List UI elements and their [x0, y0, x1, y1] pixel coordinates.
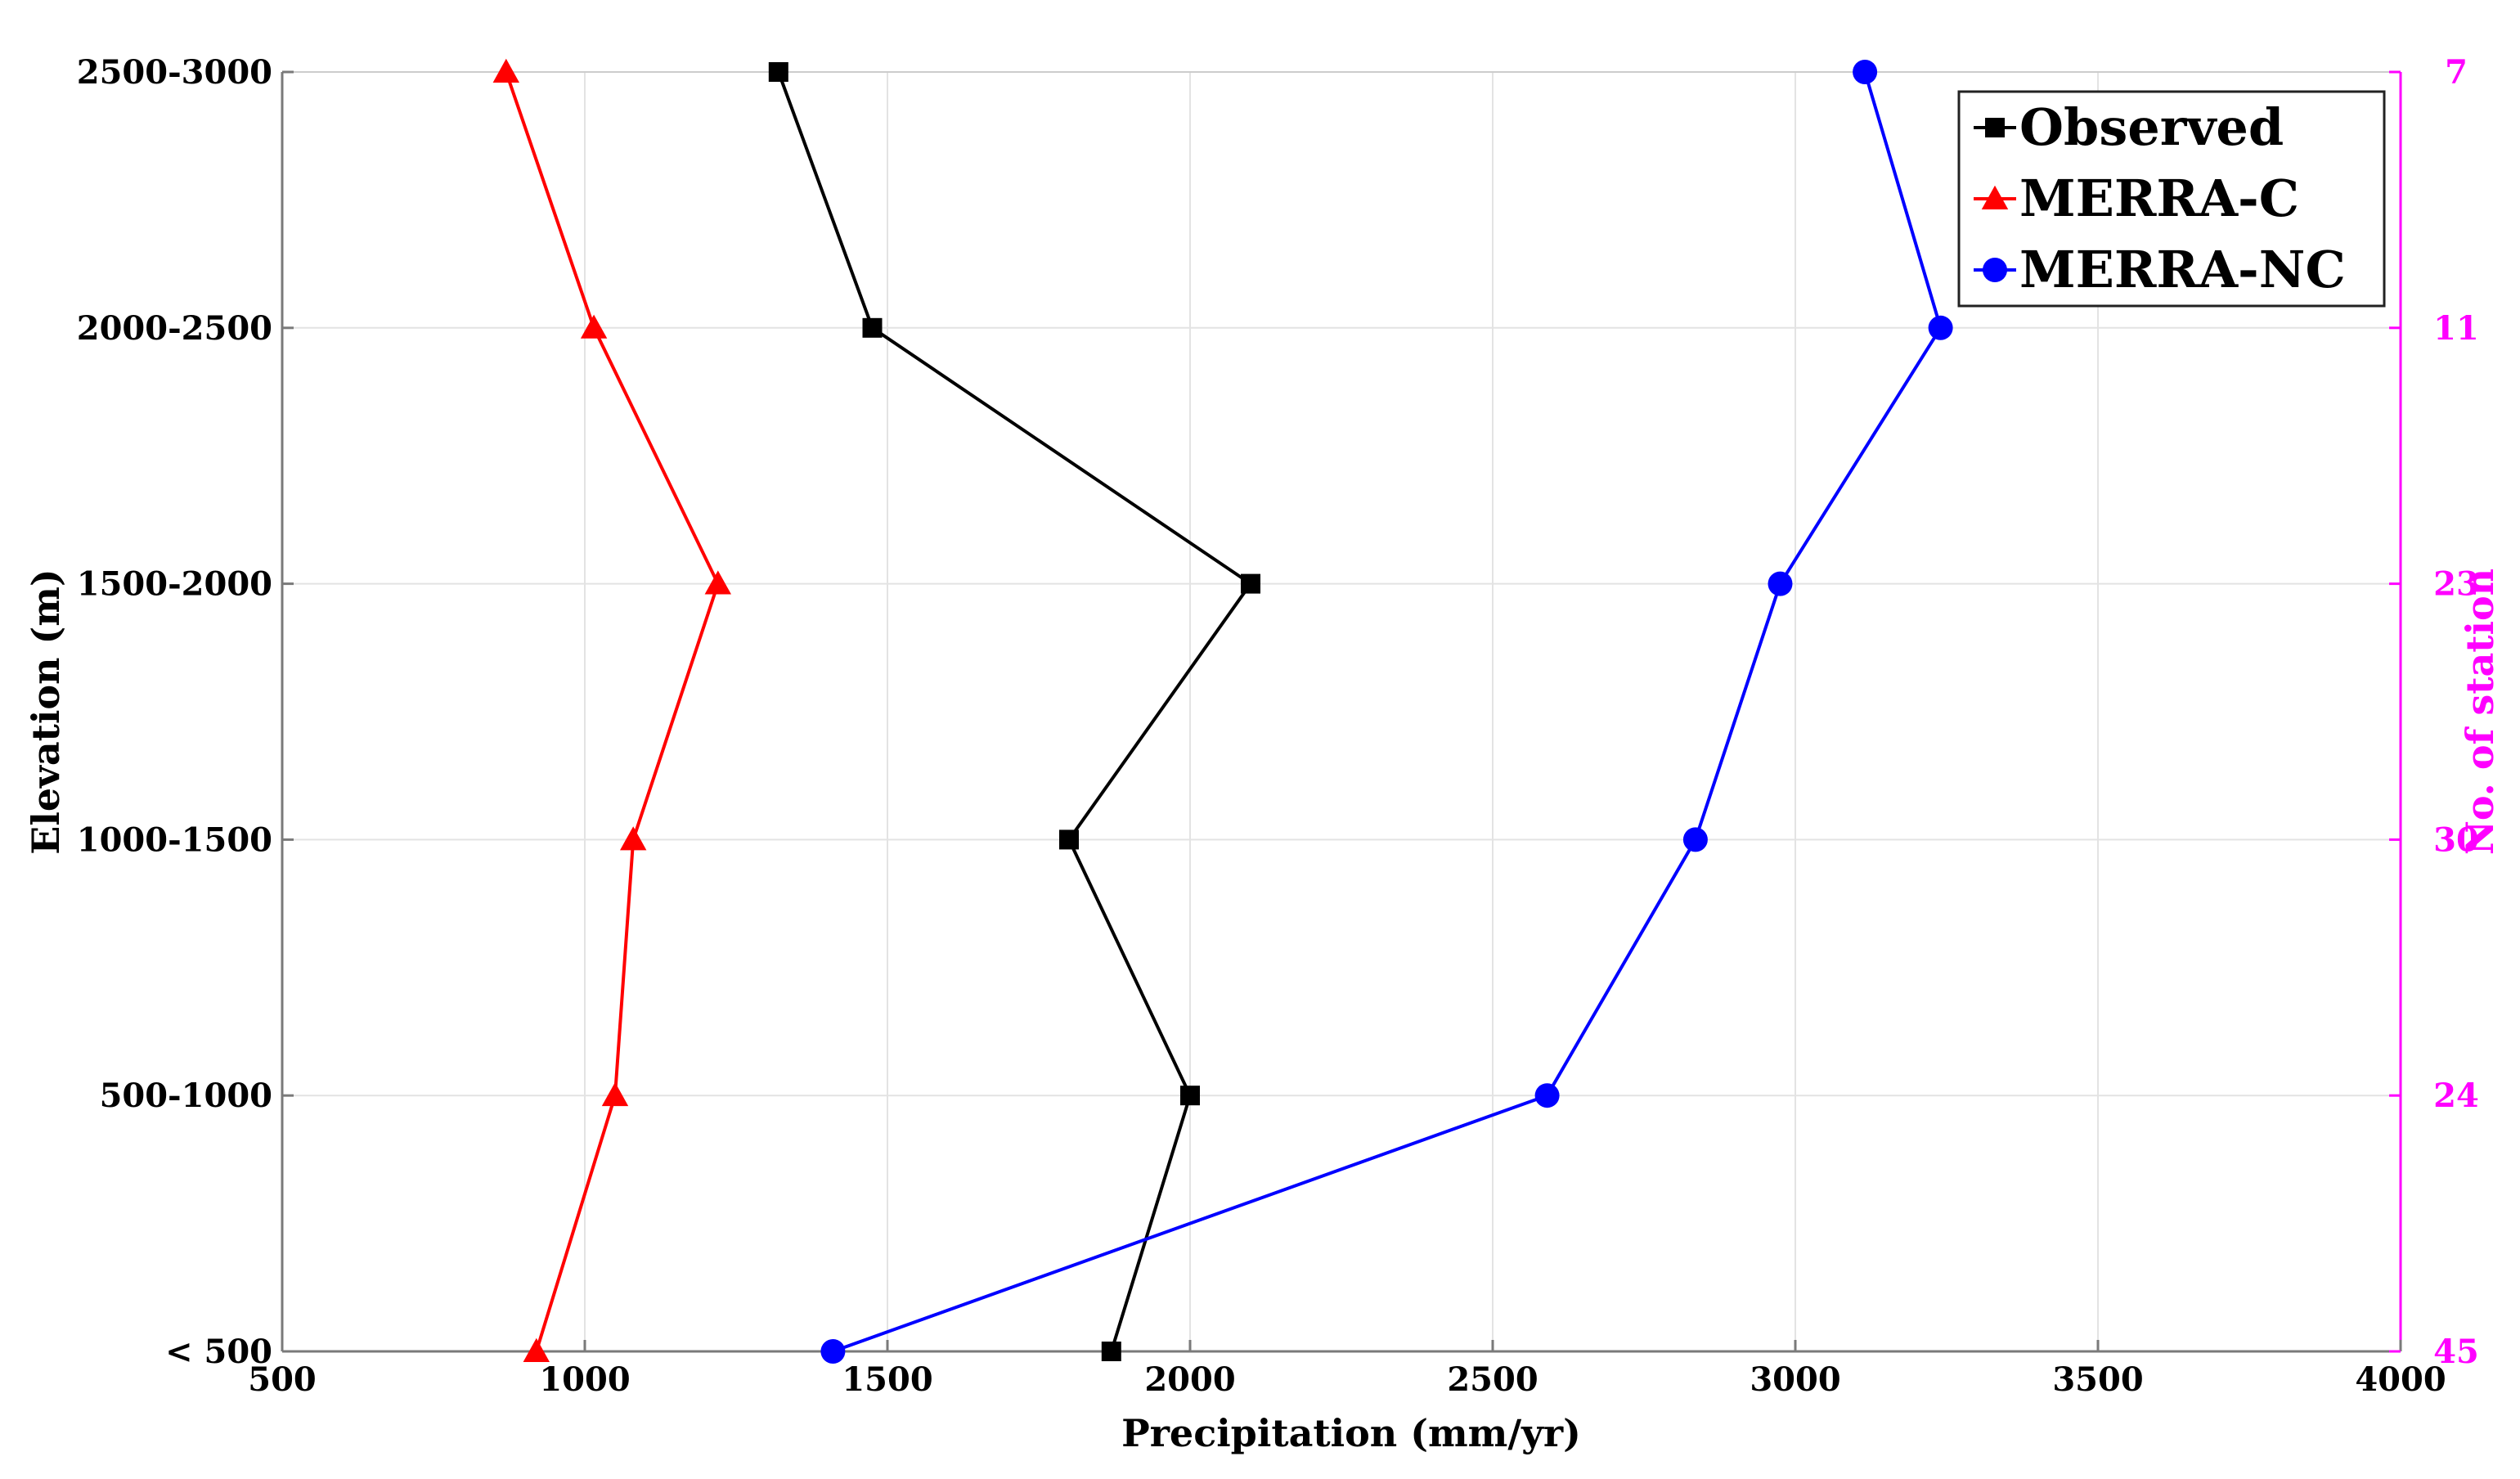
y-tick-label: 2000-2500 [77, 309, 272, 348]
data-point-merra-c [601, 1082, 629, 1107]
legend-label: MERRA-NC [2019, 240, 2346, 299]
x-tick-label: 1500 [842, 1360, 932, 1399]
data-point-merra-nc [820, 1339, 846, 1364]
data-point-merra-c [580, 314, 608, 339]
data-point-observed [1059, 829, 1079, 850]
y-tick-label: < 500 [165, 1333, 272, 1371]
legend-marker [1981, 185, 2009, 209]
data-point-merra-nc [1534, 1083, 1560, 1108]
data-point-observed [1180, 1086, 1200, 1106]
data-point-merra-nc [1853, 60, 1878, 84]
right-tick-label: 30 [2433, 820, 2479, 859]
x-tick-label: 3000 [1750, 1360, 1840, 1399]
legend-box [1957, 90, 2386, 308]
series-lines [492, 58, 1953, 1364]
data-point-observed [768, 62, 788, 82]
right-tick-label: 24 [2433, 1077, 2479, 1115]
legend-marker [1983, 258, 2007, 282]
data-point-observed [1101, 1342, 1121, 1361]
y-axis-title: Elevation (m) [24, 569, 68, 854]
right-tick-label: 11 [2433, 309, 2479, 348]
series-line-observed [776, 71, 1253, 1352]
right-axis-title: No. of station [2458, 569, 2502, 855]
data-point-merra-c [704, 570, 731, 595]
series-line-merra-c [504, 71, 720, 1352]
legend-label: Observed [2019, 97, 2284, 157]
data-point-observed [862, 317, 883, 338]
right-tick-label: 23 [2433, 565, 2479, 604]
legend: Observed MERRA-C MERRA-NC [1957, 90, 2386, 308]
series-line-merra-nc [832, 71, 1943, 1353]
tick-labels: 500 1000 1500 2000 2500 3000 3500 4000 < 500 45 50… [77, 53, 2479, 1399]
x-tick-label: 2000 [1144, 1360, 1235, 1399]
data-point-merra-c [492, 58, 519, 83]
y-tick-label: 500-1000 [100, 1077, 272, 1115]
x-tick-label: 3500 [2052, 1360, 2143, 1399]
x-tick-label: 2500 [1447, 1360, 1538, 1399]
right-tick-label: 45 [2433, 1333, 2479, 1371]
data-point-merra-nc [1682, 827, 1708, 852]
data-point-merra-c [620, 826, 647, 851]
legend-label: MERRA-C [2019, 169, 2299, 228]
axes [281, 70, 2402, 1353]
y-tick-label: 1500-2000 [77, 565, 272, 604]
x-tick-label: 4000 [2355, 1360, 2446, 1399]
data-point-observed [1241, 573, 1260, 594]
x-axis-title: Precipitation (mm/yr) [1121, 1411, 1581, 1455]
data-point-merra-nc [1928, 315, 1953, 340]
y-tick-label: 2500-3000 [77, 53, 272, 92]
legend-marker [1985, 118, 2005, 137]
data-point-merra-c [523, 1337, 550, 1362]
right-tick-label: 7 [2445, 53, 2468, 92]
x-tick-label: 500 [248, 1360, 317, 1399]
data-point-merra-nc [1768, 571, 1793, 596]
y-tick-label: 1000-1500 [77, 820, 272, 859]
x-tick-label: 1000 [539, 1360, 630, 1399]
